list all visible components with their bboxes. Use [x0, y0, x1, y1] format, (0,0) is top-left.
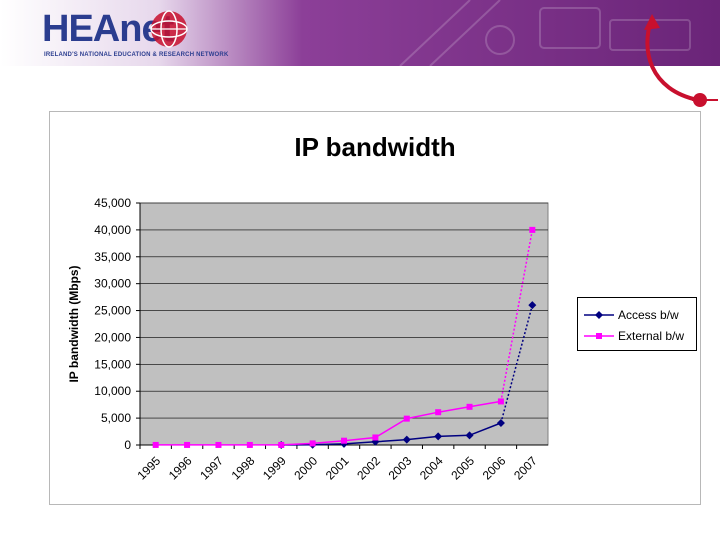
legend-item-external: External b/w — [584, 327, 684, 345]
y-tick-label: 20,000 — [94, 330, 131, 344]
chart-canvas: IP bandwidth 0 5,000 10,000 15,000 20,000 25,0… — [67, 132, 549, 483]
data-point-external — [184, 441, 191, 448]
data-point-external — [309, 440, 316, 447]
data-point-external — [466, 403, 473, 410]
x-tick-label: 1998 — [229, 454, 258, 483]
y-tick-label: 25,000 — [94, 304, 131, 318]
data-point-external — [529, 226, 536, 233]
banner-background — [0, 0, 720, 66]
series-line-external — [155, 400, 502, 446]
x-tick-label: 1996 — [166, 454, 195, 483]
y-tick-label: 0 — [124, 438, 131, 452]
x-tick-label: 1999 — [260, 454, 289, 483]
series-line-access — [281, 422, 502, 446]
y-tick-label: 30,000 — [94, 277, 131, 291]
data-point-external — [215, 441, 222, 448]
series-dotted-segment-access — [500, 304, 534, 424]
legend-label-external: External b/w — [618, 329, 685, 343]
x-tick-label: 1995 — [134, 454, 163, 483]
x-tick-label: 2007 — [511, 454, 540, 483]
data-point-access — [402, 435, 411, 444]
y-tick-label: 10,000 — [94, 384, 131, 398]
y-tick-label: 5,000 — [101, 411, 131, 425]
x-tick-label: 2005 — [448, 454, 477, 483]
x-tick-label: 2004 — [417, 454, 446, 483]
legend-item-access: Access b/w — [584, 306, 679, 324]
data-point-external — [246, 441, 253, 448]
y-tick-label: 40,000 — [94, 223, 131, 237]
series-dotted-segment-external — [500, 229, 534, 402]
plot-background — [139, 202, 549, 446]
legend-label-access: Access b/w — [618, 308, 679, 322]
data-point-access — [496, 418, 505, 427]
data-point-external — [497, 398, 504, 405]
x-tick-label: 2000 — [291, 454, 320, 483]
x-tick-label: 2006 — [480, 454, 509, 483]
chart-area: IP bandwidth 0 5,000 10,000 15,000 20,000 25,0… — [49, 111, 701, 505]
x-tick-label: 2001 — [323, 454, 352, 483]
legend-marker-external — [584, 333, 614, 339]
header-banner: HEAnet IRELAND'S NATIONAL EDUCATION & RE… — [0, 0, 720, 66]
legend-marker-access — [584, 311, 614, 319]
swoosh-arrow-icon — [644, 14, 718, 107]
x-tick-label: 2002 — [354, 454, 383, 483]
data-point-external — [372, 434, 379, 441]
y-tick-label: 15,000 — [94, 357, 131, 371]
data-point-external — [278, 441, 285, 448]
chart-title: IP bandwidth — [294, 132, 455, 162]
data-point-access — [528, 301, 537, 310]
legend: Access b/w External b/w — [577, 297, 697, 351]
data-point-access — [465, 431, 474, 440]
data-point-external — [403, 415, 410, 422]
data-point-external — [341, 437, 347, 444]
x-tick-label: 1997 — [197, 454, 226, 483]
data-point-external — [435, 409, 442, 416]
globe-icon — [150, 10, 188, 48]
x-tick-label: 2003 — [386, 454, 415, 483]
y-tick-label: 35,000 — [94, 250, 131, 264]
logo-subtitle: IRELAND'S NATIONAL EDUCATION & RESEARCH … — [44, 52, 229, 58]
data-point-access — [434, 432, 443, 441]
y-tick-label: 45,000 — [94, 196, 131, 210]
data-point-external — [152, 441, 159, 448]
y-axis-label: IP bandwidth (Mbps) — [67, 265, 81, 382]
